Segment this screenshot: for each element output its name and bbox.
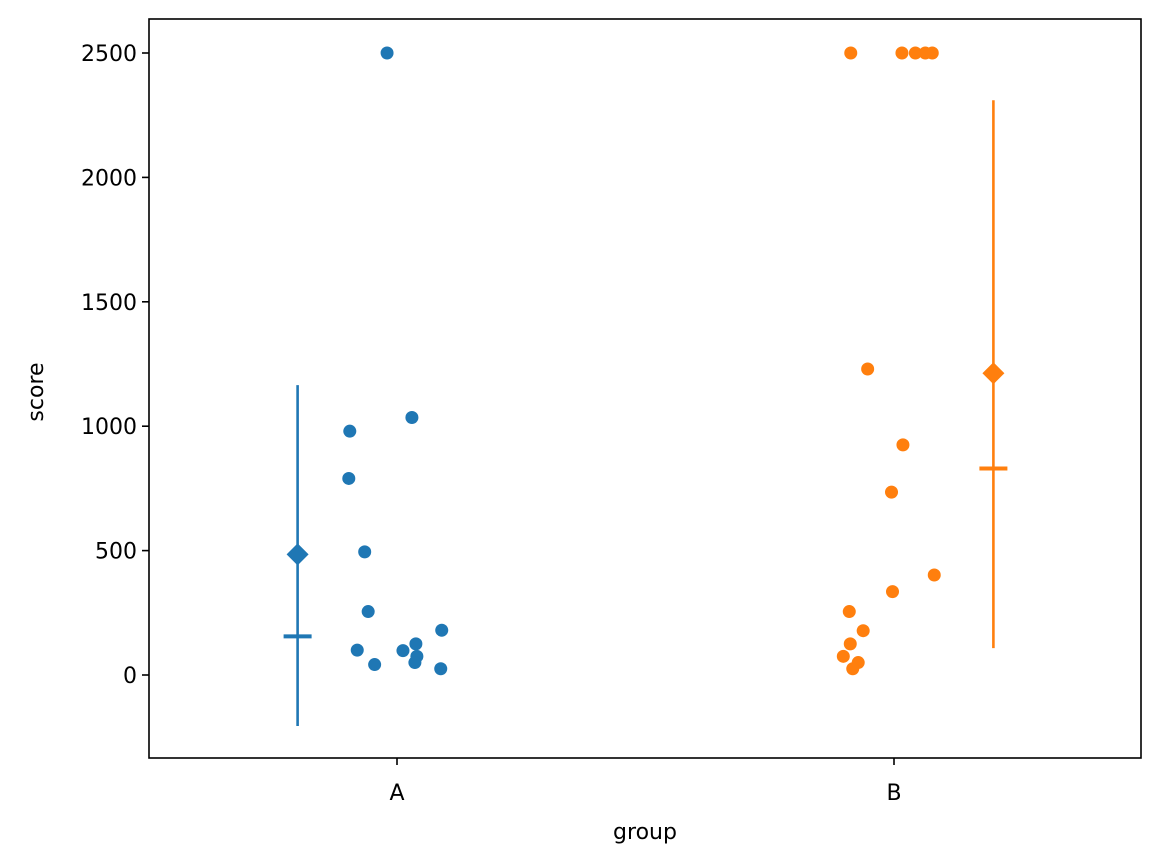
x-tick-label: B bbox=[886, 781, 901, 806]
y-tick-label: 500 bbox=[95, 540, 137, 565]
y-tick-label: 1500 bbox=[81, 291, 137, 316]
data-point-a bbox=[409, 637, 423, 651]
y-axis-ticks: 0 500 1000 1500 2000 2500 bbox=[81, 42, 149, 689]
data-point-b bbox=[843, 637, 857, 651]
data-point-a bbox=[368, 658, 382, 672]
data-point-b bbox=[885, 485, 899, 499]
data-point-b bbox=[846, 662, 860, 676]
data-point-a bbox=[342, 471, 356, 485]
data-point-b bbox=[844, 46, 858, 60]
data-point-a bbox=[361, 605, 375, 619]
y-tick-label: 2500 bbox=[81, 42, 137, 67]
data-point-b bbox=[836, 649, 850, 663]
data-point-a bbox=[408, 656, 422, 670]
y-tick-label: 2000 bbox=[81, 166, 137, 191]
y-tick-label: 1000 bbox=[81, 415, 137, 440]
mean-marker-b bbox=[982, 362, 1005, 385]
data-point-b bbox=[925, 46, 939, 60]
data-point-a bbox=[434, 662, 448, 676]
data-point-b bbox=[842, 605, 856, 619]
data-point-a bbox=[358, 545, 372, 559]
x-axis-label: group bbox=[613, 820, 677, 845]
y-axis-label: score bbox=[24, 362, 49, 421]
data-point-a bbox=[350, 643, 364, 657]
data-point-a bbox=[405, 410, 419, 424]
data-point-b bbox=[908, 46, 922, 60]
y-tick-label: 0 bbox=[123, 664, 137, 689]
plot-area bbox=[149, 19, 1141, 758]
data-point-b bbox=[886, 585, 900, 599]
data-point-b bbox=[895, 46, 909, 60]
data-point-a bbox=[396, 644, 410, 658]
mean-marker-a bbox=[286, 543, 309, 566]
data-point-b bbox=[927, 568, 941, 582]
data-point-b bbox=[856, 624, 870, 638]
data-point-b bbox=[896, 438, 910, 452]
data-point-a bbox=[435, 623, 449, 637]
plot-frame bbox=[148, 18, 1142, 759]
chart-marks bbox=[283, 46, 1008, 727]
data-point-a bbox=[380, 46, 394, 60]
data-point-a bbox=[343, 424, 357, 438]
x-tick-label: A bbox=[389, 781, 404, 806]
data-point-b bbox=[861, 362, 875, 376]
